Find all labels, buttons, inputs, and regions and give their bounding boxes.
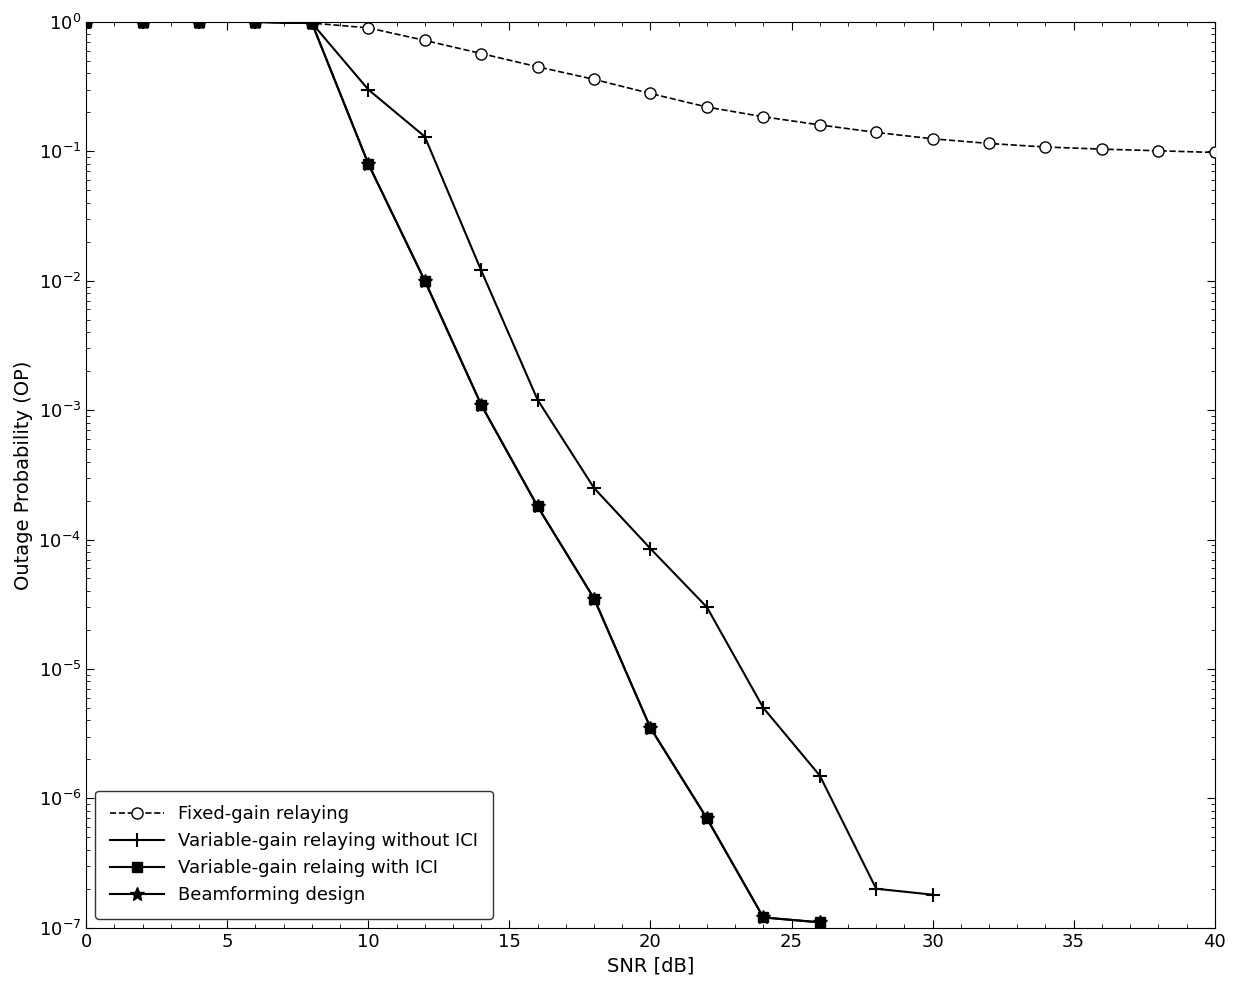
Variable-gain relaing with ICI bbox=[79, 16, 94, 28]
Fixed-gain relaying bbox=[1095, 143, 1110, 155]
Fixed-gain relaying bbox=[135, 16, 150, 28]
Fixed-gain relaying bbox=[1038, 141, 1053, 153]
Line: Variable-gain relaing with ICI: Variable-gain relaing with ICI bbox=[82, 17, 825, 928]
Beamforming design bbox=[699, 812, 714, 824]
Fixed-gain relaying bbox=[925, 133, 940, 144]
Fixed-gain relaying bbox=[192, 16, 207, 28]
Variable-gain relaing with ICI bbox=[305, 17, 320, 29]
Beamforming design bbox=[248, 16, 263, 28]
Line: Variable-gain relaying without ICI: Variable-gain relaying without ICI bbox=[79, 15, 940, 902]
Variable-gain relaying without ICI bbox=[812, 769, 827, 781]
Variable-gain relaying without ICI bbox=[644, 543, 658, 555]
Fixed-gain relaying bbox=[587, 73, 601, 85]
Variable-gain relaing with ICI bbox=[756, 912, 771, 924]
Variable-gain relaing with ICI bbox=[361, 158, 376, 170]
Fixed-gain relaying bbox=[1208, 146, 1223, 158]
X-axis label: SNR [dB]: SNR [dB] bbox=[606, 956, 694, 975]
Line: Beamforming design: Beamforming design bbox=[79, 15, 827, 930]
Variable-gain relaying without ICI bbox=[192, 16, 207, 28]
Fixed-gain relaying bbox=[644, 88, 658, 100]
Fixed-gain relaying bbox=[869, 127, 884, 138]
Y-axis label: Outage Probability (OP): Outage Probability (OP) bbox=[14, 360, 33, 589]
Variable-gain relaying without ICI bbox=[418, 131, 433, 142]
Variable-gain relaying without ICI bbox=[869, 883, 884, 895]
Beamforming design bbox=[756, 912, 771, 924]
Fixed-gain relaying bbox=[248, 16, 263, 28]
Beamforming design bbox=[644, 722, 658, 734]
Fixed-gain relaying bbox=[812, 119, 827, 131]
Variable-gain relaying without ICI bbox=[305, 17, 320, 29]
Variable-gain relaing with ICI bbox=[135, 16, 150, 28]
Legend: Fixed-gain relaying, Variable-gain relaying without ICI, Variable-gain relaing w: Fixed-gain relaying, Variable-gain relay… bbox=[95, 790, 492, 919]
Variable-gain relaying without ICI bbox=[474, 264, 489, 276]
Variable-gain relaying without ICI bbox=[587, 482, 601, 494]
Beamforming design bbox=[474, 399, 489, 410]
Variable-gain relaing with ICI bbox=[644, 722, 658, 734]
Fixed-gain relaying bbox=[361, 22, 376, 34]
Beamforming design bbox=[418, 275, 433, 287]
Beamforming design bbox=[305, 17, 320, 29]
Beamforming design bbox=[361, 158, 376, 170]
Fixed-gain relaying bbox=[474, 47, 489, 59]
Beamforming design bbox=[531, 500, 546, 512]
Beamforming design bbox=[812, 917, 827, 929]
Fixed-gain relaying bbox=[699, 101, 714, 113]
Variable-gain relaying without ICI bbox=[361, 84, 376, 96]
Beamforming design bbox=[135, 16, 150, 28]
Variable-gain relaing with ICI bbox=[699, 812, 714, 824]
Beamforming design bbox=[79, 16, 94, 28]
Variable-gain relaying without ICI bbox=[756, 702, 771, 714]
Beamforming design bbox=[587, 592, 601, 604]
Variable-gain relaing with ICI bbox=[474, 399, 489, 410]
Variable-gain relaing with ICI bbox=[418, 275, 433, 287]
Variable-gain relaing with ICI bbox=[812, 917, 827, 929]
Variable-gain relaing with ICI bbox=[587, 592, 601, 604]
Variable-gain relaying without ICI bbox=[248, 16, 263, 28]
Variable-gain relaying without ICI bbox=[531, 394, 546, 405]
Fixed-gain relaying bbox=[418, 35, 433, 46]
Variable-gain relaing with ICI bbox=[531, 500, 546, 512]
Variable-gain relaying without ICI bbox=[699, 601, 714, 613]
Fixed-gain relaying bbox=[531, 61, 546, 73]
Fixed-gain relaying bbox=[305, 17, 320, 29]
Beamforming design bbox=[192, 16, 207, 28]
Fixed-gain relaying bbox=[79, 16, 94, 28]
Fixed-gain relaying bbox=[756, 111, 771, 123]
Line: Fixed-gain relaying: Fixed-gain relaying bbox=[81, 17, 1220, 158]
Variable-gain relaying without ICI bbox=[925, 889, 940, 901]
Variable-gain relaying without ICI bbox=[79, 16, 94, 28]
Variable-gain relaing with ICI bbox=[192, 16, 207, 28]
Fixed-gain relaying bbox=[982, 137, 997, 149]
Fixed-gain relaying bbox=[1151, 144, 1166, 156]
Variable-gain relaing with ICI bbox=[248, 16, 263, 28]
Variable-gain relaying without ICI bbox=[135, 16, 150, 28]
